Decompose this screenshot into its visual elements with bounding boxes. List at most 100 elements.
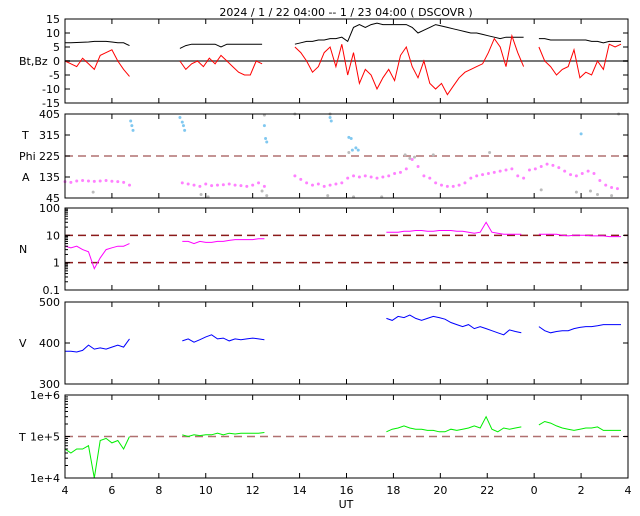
a-point xyxy=(469,176,473,180)
x-tick-labels: 4 6 8 10 12 14 16 18 20 22 0 2 4 xyxy=(62,484,632,497)
a-point xyxy=(557,166,561,170)
phi-point xyxy=(408,156,412,160)
phi-point xyxy=(265,194,269,198)
a-point xyxy=(192,183,196,187)
y-tick-label: 0 xyxy=(53,55,60,68)
y-tick-label: 100 xyxy=(39,202,60,215)
a-point xyxy=(498,169,502,173)
phi-point xyxy=(347,151,351,154)
t-point xyxy=(328,116,332,119)
a-point xyxy=(98,179,102,183)
a-point xyxy=(69,180,73,184)
y-tick-label: 315 xyxy=(39,129,60,142)
y-axis-label: Bt,Bz xyxy=(19,55,48,68)
t-point xyxy=(129,119,133,123)
panel-temperature: 1e+6 1e+5 1e+4 T xyxy=(18,389,629,485)
y-axis-label: Phi xyxy=(19,150,36,163)
y-tick-label: 225 xyxy=(39,150,60,163)
y-tick-label: 15 xyxy=(46,13,60,26)
t-line-segment xyxy=(182,432,265,438)
x-tick-label: 6 xyxy=(108,484,115,497)
n-line-segment xyxy=(64,243,130,270)
a-point xyxy=(592,172,596,175)
a-point xyxy=(92,179,96,183)
a-point xyxy=(428,176,432,180)
y-tick-label: 1 xyxy=(53,257,60,270)
n-line-segment xyxy=(538,233,621,238)
x-tick-label: 4 xyxy=(625,484,632,497)
x-tick-label: 10 xyxy=(199,484,213,497)
x-tick-label: 14 xyxy=(293,484,307,497)
a-point xyxy=(334,182,338,186)
y-tick-label: 300 xyxy=(39,378,60,391)
a-point xyxy=(574,174,578,178)
y-tick-label: 1e+5 xyxy=(30,431,60,444)
x-tick-label: 4 xyxy=(62,484,69,497)
a-point xyxy=(363,174,367,178)
bt-line-segment xyxy=(65,40,130,47)
a-point xyxy=(128,183,132,187)
y-tick-label: 135 xyxy=(39,171,60,184)
panels: 151050-5-10-15Bt,Bz40531522513545TPhiA10… xyxy=(18,13,629,485)
y-axis-label: V xyxy=(19,337,27,350)
a-point xyxy=(357,175,361,179)
v-line-segment xyxy=(182,334,265,343)
bz-line-segment xyxy=(294,33,525,96)
a-point xyxy=(122,180,126,184)
a-point xyxy=(481,173,485,177)
phi-point xyxy=(588,189,592,193)
a-point xyxy=(580,172,584,175)
a-point xyxy=(245,184,249,188)
a-point xyxy=(510,167,514,171)
a-point xyxy=(227,182,231,186)
a-point xyxy=(180,181,184,185)
phi-point xyxy=(610,194,614,198)
a-point xyxy=(198,184,202,188)
a-point xyxy=(375,176,379,180)
x-tick-label: 0 xyxy=(531,484,538,497)
t-point xyxy=(178,116,182,119)
y-tick-label: 1e+6 xyxy=(30,389,60,402)
y-axis-label: T xyxy=(21,129,29,142)
a-point xyxy=(104,179,108,182)
a-point xyxy=(451,184,455,188)
a-point xyxy=(434,181,438,185)
panel-angles: 405 315 225 135 45 T Phi A xyxy=(19,108,629,205)
n-line-segment xyxy=(386,221,522,235)
a-point xyxy=(398,170,402,174)
panel-density: 100 10 1 0.1 N xyxy=(19,202,629,297)
t-point xyxy=(131,128,135,132)
bz-line-segment xyxy=(64,49,130,77)
chart-title: 2024 / 1 / 22 04:00 -- 1 / 23 04:00 ( DS… xyxy=(219,6,472,19)
t-line-segment xyxy=(386,415,522,433)
y-axis-label: N xyxy=(19,243,27,256)
a-point xyxy=(475,174,479,178)
y-axis-label: T xyxy=(18,431,26,444)
bz-line-segment xyxy=(538,43,622,79)
t-point xyxy=(264,137,268,140)
a-point xyxy=(410,158,414,161)
a-point xyxy=(527,168,531,172)
a-point xyxy=(404,167,408,171)
a-point xyxy=(310,183,314,187)
a-point xyxy=(539,165,543,168)
x-tick-label: 16 xyxy=(340,484,354,497)
t-point xyxy=(350,148,354,152)
a-point xyxy=(545,162,549,166)
a-point xyxy=(251,183,255,187)
a-point xyxy=(604,183,608,187)
a-point xyxy=(369,175,373,179)
panel-speed: 500 400 300 V xyxy=(19,296,629,391)
a-point xyxy=(422,174,426,178)
y-tick-label: 500 xyxy=(39,296,60,309)
a-point xyxy=(316,182,320,186)
a-point xyxy=(233,183,237,187)
a-point xyxy=(86,179,90,183)
t-point xyxy=(181,124,185,128)
phi-point xyxy=(326,194,330,198)
a-point xyxy=(81,179,85,182)
a-point xyxy=(293,174,297,178)
phi-point xyxy=(488,151,492,154)
bt-line-segment xyxy=(294,22,524,45)
